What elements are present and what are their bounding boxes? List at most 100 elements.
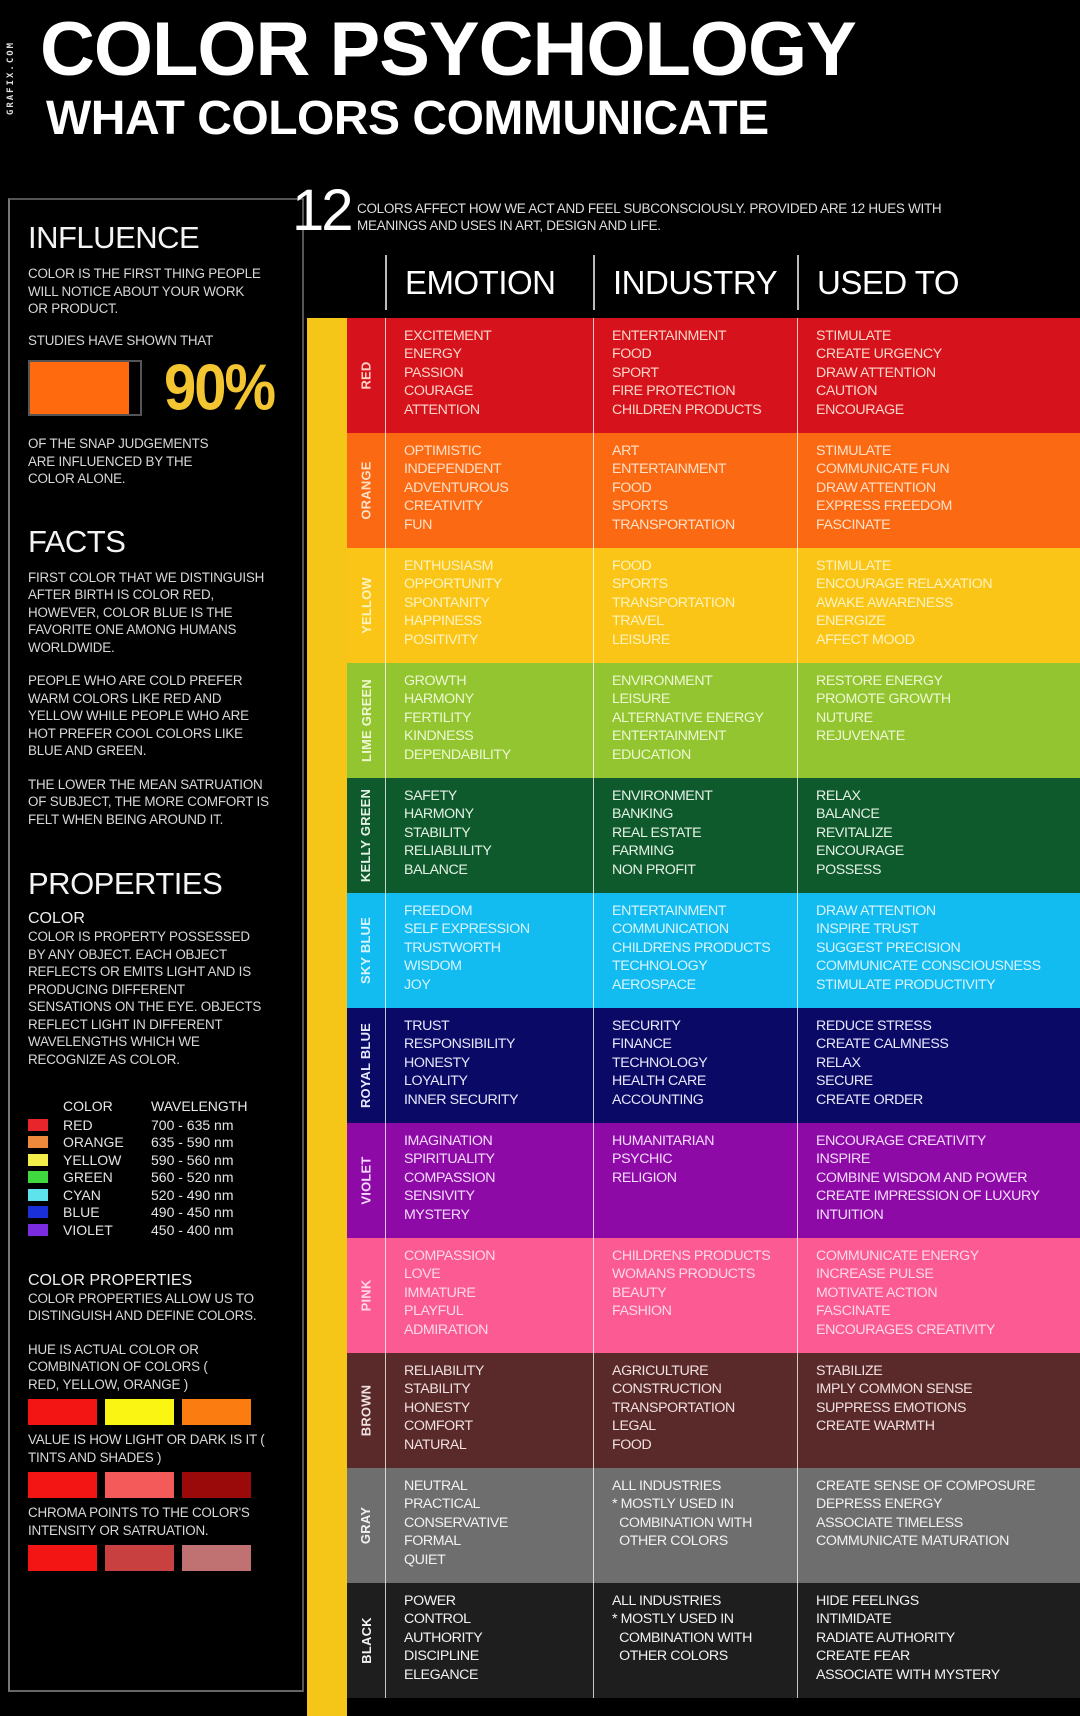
list-item: NATURAL xyxy=(404,1436,467,1453)
list-item: HIDE FEELINGS xyxy=(816,1593,919,1609)
list-item: DRAW ATTENTION xyxy=(816,903,936,919)
list-item: LEGAL xyxy=(612,1418,656,1435)
row-label: SKY BLUE xyxy=(358,916,374,985)
list-item: ENTHUSIASM xyxy=(404,558,494,574)
emotion-cell: ENTHUSIASM OPPORTUNITY SPONTANITY HAPPINESS… xyxy=(385,548,593,663)
list-item: ENTERTAINMENT xyxy=(612,461,727,478)
list-item: PLAYFUL xyxy=(404,1303,464,1320)
list-item: SPORTS xyxy=(612,576,668,593)
color-sample-swatch xyxy=(182,1545,251,1571)
list-item: INCREASE PULSE xyxy=(816,1266,934,1283)
list-item: SENSIVITY xyxy=(404,1188,475,1205)
list-item: ENERGIZE xyxy=(816,613,886,630)
list-item: CONSTRUCTION xyxy=(612,1381,722,1398)
list-item: OTHER COLORS xyxy=(612,1533,728,1550)
fact-item: PEOPLE WHO ARE COLD PREFER WARM COLORS L… xyxy=(28,673,249,758)
list-item: COURAGE xyxy=(404,383,473,400)
influence-text: COLOR IS THE FIRST THING PEOPLE WILL NOT… xyxy=(28,266,261,316)
hue-text: HUE IS ACTUAL COLOR OR COMBINATION OF CO… xyxy=(28,1341,208,1392)
list-item: TRANSPORTATION xyxy=(612,516,735,533)
accent-bar xyxy=(307,318,347,1716)
influence-footnote: OF THE SNAP JUDGEMENTS ARE INFLUENCED BY… xyxy=(28,436,209,486)
row-label: LIME GREEN xyxy=(358,679,374,762)
row-label: PINK xyxy=(358,1279,374,1312)
color-row-royal-blue: ROYAL BLUE TRUST RESPONSIBILITY HONESTY LOYA… xyxy=(347,1008,1080,1123)
list-item: RELIGION xyxy=(612,1169,677,1186)
facts-section: FACTS FIRST COLOR THAT WE DISTINGUISH AF… xyxy=(28,526,284,829)
color-row-brown: BROWN RELIABILITY STABILITY HONESTY COMFORT N… xyxy=(347,1353,1080,1468)
list-item: COMMUNICATION xyxy=(612,921,729,938)
list-item: STABILITY xyxy=(404,1381,471,1398)
color-swatch xyxy=(28,1136,48,1149)
wavelength-color-name: VIOLET xyxy=(63,1221,113,1238)
list-item: ENTERTAINMENT xyxy=(612,728,727,745)
industry-cell: ALL INDUSTRIES * MOSTLY USED IN COMBINATI… xyxy=(593,1468,797,1583)
color-sample-swatch xyxy=(105,1399,174,1425)
list-item: EXPRESS FREEDOM xyxy=(816,498,952,515)
list-item: POSSESS xyxy=(816,861,882,878)
color-swatch xyxy=(28,1188,48,1201)
list-item: BALANCE xyxy=(404,861,468,878)
list-item: CHILDRENS PRODUCTS xyxy=(612,1248,771,1264)
list-item: PRACTICAL xyxy=(404,1496,481,1513)
list-item: FOOD xyxy=(612,479,652,496)
list-item: CREATE CALMNESS xyxy=(816,1036,949,1053)
list-item: TRAVEL xyxy=(612,613,664,630)
list-item: OPTIMISTIC xyxy=(404,443,482,459)
list-item: CONTROL xyxy=(404,1611,471,1628)
list-item: TECHNOLOGY xyxy=(612,1054,708,1071)
list-item: AEROSPACE xyxy=(612,976,696,993)
list-item: COMFORT xyxy=(404,1418,473,1435)
percent-value: 90% xyxy=(164,351,276,424)
row-label: KELLY GREEN xyxy=(358,788,374,883)
list-item: REVITALIZE xyxy=(816,824,893,841)
list-item: CREATE IMPRESSION OF LUXURY xyxy=(816,1188,1040,1205)
list-item: STIMULATE xyxy=(816,558,891,574)
list-item: CREATE WARMTH xyxy=(816,1418,935,1435)
list-item: DEPRESS ENERGY xyxy=(816,1496,943,1513)
list-item: FREEDOM xyxy=(404,903,473,919)
wavelength-row: CYAN 520 - 490 nm xyxy=(28,1186,284,1204)
list-item: LOYALITY xyxy=(404,1073,468,1090)
list-item: SECURITY xyxy=(612,1018,681,1034)
list-item: ENVIRONMENT xyxy=(612,788,713,804)
color-row-lime-green: LIME GREEN GROWTH HARMONY FERTILITY KINDNESS… xyxy=(347,663,1080,778)
list-item: DRAW ATTENTION xyxy=(816,479,936,496)
list-item: COMBINE WISDOM AND POWER xyxy=(816,1169,1028,1186)
color-sample-swatch xyxy=(28,1545,97,1571)
list-item: FASCINATE xyxy=(816,516,891,533)
list-item: KINDNESS xyxy=(404,728,474,745)
facts-heading: FACTS xyxy=(28,523,126,559)
list-item: ALTERNATIVE ENERGY xyxy=(612,709,764,726)
used-to-cell: STABILIZE IMPLY COMMON SENSE SUPPRESS EMOT… xyxy=(797,1353,1080,1468)
color-row-pink: PINK COMPASSION LOVE IMMATURE PLAYFUL ADMIRAT… xyxy=(347,1238,1080,1353)
hue-count: 12 xyxy=(292,178,353,243)
wavelength-range: 560 - 520 nm xyxy=(151,1169,234,1186)
industry-cell: ENVIRONMENT LEISURE ALTERNATIVE ENERGY ENTE… xyxy=(593,663,797,778)
list-item: RADIATE AUTHORITY xyxy=(816,1629,955,1646)
color-sample-swatch xyxy=(28,1472,97,1498)
list-item: BEAUTY xyxy=(612,1284,667,1301)
list-item: ASSOCIATE TIMELESS xyxy=(816,1514,963,1531)
used-to-cell: ENCOURAGE CREATIVITY INSPIRE COMBINE WISDO… xyxy=(797,1123,1080,1238)
wavelength-range: 590 - 560 nm xyxy=(151,1151,234,1168)
wavelength-row: VIOLET 450 - 400 nm xyxy=(28,1221,284,1239)
list-item: * MOSTLY USED IN xyxy=(612,1496,734,1513)
list-item: OPPORTUNITY xyxy=(404,576,502,593)
used-to-cell: STIMULATE ENCOURAGE RELAXATION AWAKE AWARE… xyxy=(797,548,1080,663)
color-row-gray: GRAY NEUTRAL PRACTICAL CONSERVATIVE FORMAL QU… xyxy=(347,1468,1080,1583)
value-text: VALUE IS HOW LIGHT OR DARK IS IT ( TINTS… xyxy=(28,1432,265,1465)
wavelength-color-name: RED xyxy=(63,1116,93,1133)
color-properties-subheading: COLOR PROPERTIES xyxy=(28,1271,193,1289)
list-item: ENERGY xyxy=(404,346,462,363)
list-item: TRANSPORTATION xyxy=(612,594,735,611)
list-item: ENCOURAGE CREATIVITY xyxy=(816,1133,986,1149)
list-item: PROMOTE GROWTH xyxy=(816,691,951,708)
list-item: RELIABLILITY xyxy=(404,843,492,860)
industry-cell: ENVIRONMENT BANKING REAL ESTATE FARMING NON … xyxy=(593,778,797,893)
emotion-cell: POWER CONTROL AUTHORITY DISCIPLINE ELEGANCE xyxy=(385,1583,593,1698)
list-item: CONSERVATIVE xyxy=(404,1514,508,1531)
list-item: CREATE ORDER xyxy=(816,1091,923,1108)
list-item: HEALTH CARE xyxy=(612,1073,706,1090)
list-item: EXCITEMENT xyxy=(404,328,492,344)
